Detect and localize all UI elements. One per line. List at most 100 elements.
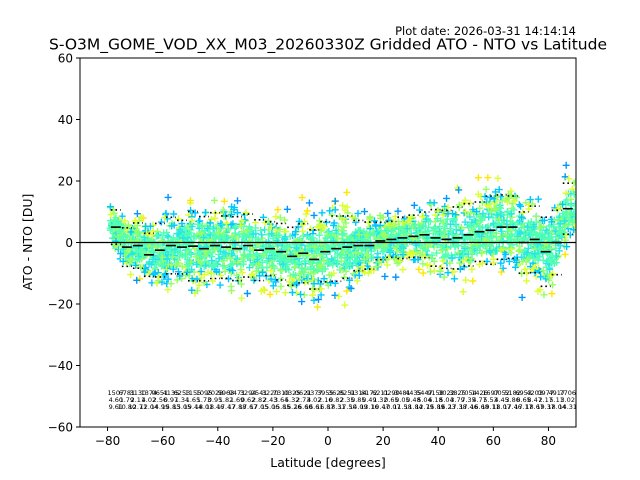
data-point — [141, 268, 149, 276]
data-point — [374, 250, 382, 258]
data-point — [174, 215, 182, 223]
data-point — [195, 281, 203, 289]
data-point — [270, 253, 278, 261]
data-point — [382, 240, 390, 248]
data-point — [174, 230, 182, 238]
data-point — [310, 211, 318, 219]
data-point — [482, 185, 490, 193]
bin-mean-label: 5.32 — [285, 396, 299, 404]
bin-mean-label: 2.73 — [296, 396, 310, 404]
data-point — [465, 232, 473, 240]
data-point — [157, 218, 165, 226]
data-point — [430, 267, 438, 275]
data-point — [258, 259, 266, 267]
data-point — [482, 248, 490, 256]
bin-std-label: 17.38 — [448, 403, 467, 411]
data-point — [539, 267, 547, 275]
data-point — [461, 218, 469, 226]
bin-count-label: 1095 — [196, 389, 213, 397]
bin-std-label: 14.99 — [151, 403, 170, 411]
data-point — [535, 244, 543, 252]
bin-std-label: 15.85 — [272, 403, 291, 411]
data-point — [242, 209, 250, 217]
data-point — [342, 260, 350, 268]
bin-count-label: 8172 — [361, 389, 378, 397]
data-point — [267, 275, 275, 283]
data-point — [162, 270, 170, 278]
data-point — [328, 211, 336, 219]
bin-mean-label: 1.32 — [373, 396, 387, 404]
data-point — [495, 203, 503, 211]
data-point — [473, 249, 481, 257]
data-point — [484, 201, 492, 209]
data-point — [238, 269, 246, 277]
bin-std-label: 18.46 — [206, 403, 225, 411]
data-point — [499, 264, 507, 272]
data-point — [466, 258, 474, 266]
data-point — [178, 220, 186, 228]
data-point — [433, 249, 441, 257]
data-point — [301, 257, 309, 265]
data-point — [403, 225, 411, 233]
data-point — [259, 268, 267, 276]
data-point — [498, 197, 506, 205]
bin-mean-label: 2.35 — [340, 396, 354, 404]
bin-count-label: 5182 — [504, 389, 521, 397]
data-point — [391, 212, 399, 220]
data-point — [529, 231, 537, 239]
bin-mean-label: 2.82 — [252, 396, 266, 404]
bin-count-label: 3220 — [262, 389, 279, 397]
bin-mean-label: 2.56 — [153, 396, 167, 404]
data-point — [418, 230, 426, 238]
data-point — [546, 234, 554, 242]
data-point — [269, 262, 277, 270]
data-point — [132, 217, 140, 225]
data-point — [473, 208, 481, 216]
data-point — [331, 197, 339, 205]
data-point — [493, 192, 501, 200]
data-point — [337, 251, 345, 259]
data-point — [164, 286, 172, 294]
bin-mean-label: 1.82 — [219, 396, 233, 404]
data-point — [447, 242, 455, 250]
data-point — [209, 277, 217, 285]
bin-count-label: 0651 — [152, 389, 169, 397]
data-point — [134, 255, 142, 263]
data-point — [559, 200, 567, 208]
bin-mean-label: 0.85 — [351, 396, 365, 404]
bin-mean-label: 3.64 — [274, 396, 288, 404]
data-point — [292, 281, 300, 289]
data-point — [539, 256, 547, 264]
data-point — [379, 248, 387, 256]
data-point — [507, 210, 515, 218]
data-point — [563, 196, 571, 204]
data-point — [384, 227, 392, 235]
data-point — [107, 211, 115, 219]
data-point — [395, 225, 403, 233]
data-point — [568, 185, 576, 193]
data-point — [316, 217, 324, 225]
data-point — [185, 272, 193, 280]
data-point — [295, 275, 303, 283]
data-point — [248, 271, 256, 279]
data-point — [307, 269, 315, 277]
data-point — [474, 190, 482, 198]
data-point — [173, 276, 181, 284]
data-point — [313, 237, 321, 245]
data-point — [137, 247, 145, 255]
data-point — [439, 245, 447, 253]
data-point — [272, 288, 280, 296]
data-point — [216, 281, 224, 289]
data-point — [455, 204, 463, 212]
bin-std-label: 16.26 — [283, 403, 302, 411]
bin-count-label: 5447 — [416, 389, 433, 397]
data-point — [524, 244, 532, 252]
bin-mean-label: 0.82 — [329, 396, 343, 404]
data-point — [409, 249, 417, 257]
data-point — [486, 234, 494, 242]
data-point — [549, 281, 557, 289]
data-point — [411, 221, 419, 229]
data-point — [318, 209, 326, 217]
bin-std-label: 15.05 — [173, 403, 192, 411]
data-point — [528, 200, 536, 208]
